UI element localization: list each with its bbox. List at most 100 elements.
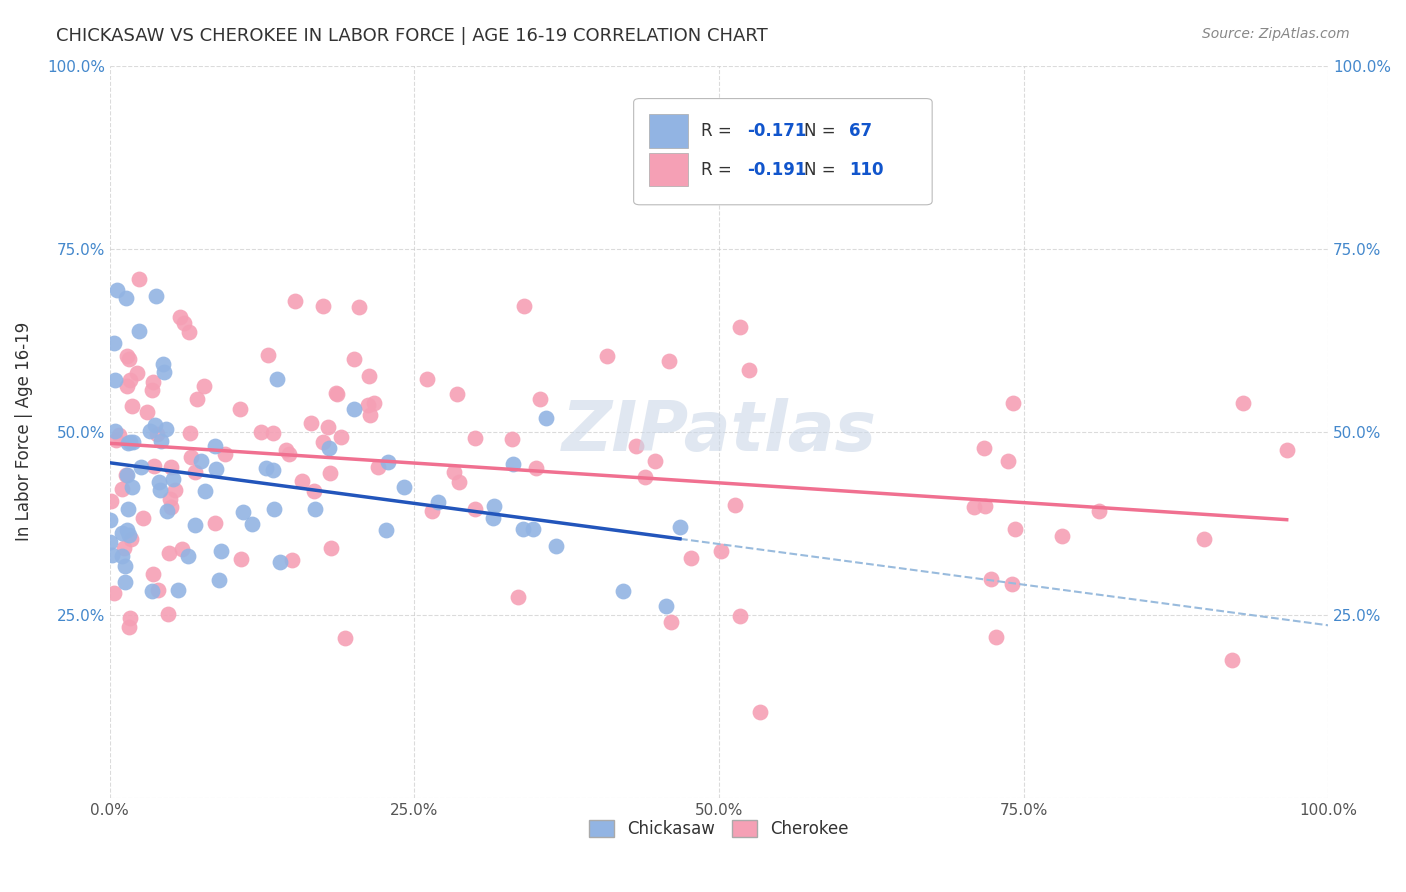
Point	[156, 504, 179, 518]
Point	[117, 523, 139, 537]
Point	[143, 418, 166, 433]
Point	[111, 549, 134, 564]
Point	[973, 500, 995, 514]
Point	[103, 424, 125, 438]
Point	[1222, 653, 1244, 667]
Point	[155, 422, 177, 436]
Point	[205, 462, 228, 476]
Point	[118, 620, 141, 634]
Point	[103, 335, 125, 350]
Text: ZIPatlas: ZIPatlas	[561, 399, 876, 466]
Point	[262, 463, 284, 477]
Point	[427, 495, 450, 509]
Point	[101, 548, 124, 562]
Point	[125, 366, 148, 380]
FancyBboxPatch shape	[650, 153, 689, 186]
Point	[311, 435, 333, 450]
Point	[343, 402, 366, 417]
Point	[129, 459, 152, 474]
Point	[513, 299, 536, 313]
Point	[274, 443, 297, 458]
Point	[263, 502, 285, 516]
Point	[1275, 443, 1298, 458]
Point	[249, 425, 271, 439]
Point	[148, 582, 170, 597]
Point	[179, 450, 201, 465]
Point	[266, 372, 288, 386]
Text: Source: ZipAtlas.com: Source: ZipAtlas.com	[1202, 27, 1350, 41]
Text: R =: R =	[700, 122, 737, 140]
Point	[128, 272, 150, 286]
Point	[141, 584, 163, 599]
Point	[98, 535, 121, 549]
Point	[162, 472, 184, 486]
Point	[359, 408, 381, 422]
Point	[190, 454, 212, 468]
Point	[114, 467, 136, 482]
Point	[1001, 396, 1024, 410]
Point	[446, 387, 468, 401]
Point	[262, 426, 284, 441]
Point	[522, 522, 544, 536]
Legend: Chickasaw, Cherokee: Chickasaw, Cherokee	[582, 814, 855, 845]
Point	[100, 493, 122, 508]
Point	[710, 544, 733, 558]
Point	[302, 484, 325, 499]
Point	[728, 609, 751, 624]
Point	[105, 283, 128, 297]
Point	[304, 501, 326, 516]
Point	[1000, 576, 1022, 591]
Point	[152, 357, 174, 371]
FancyBboxPatch shape	[650, 114, 689, 148]
Point	[148, 483, 170, 498]
Point	[229, 552, 252, 566]
Point	[145, 289, 167, 303]
Point	[724, 498, 747, 512]
Point	[659, 615, 682, 629]
Point	[186, 392, 208, 407]
Point	[256, 348, 278, 362]
Point	[142, 376, 165, 390]
Point	[142, 566, 165, 581]
Point	[184, 465, 207, 479]
Point	[748, 705, 770, 719]
Point	[349, 301, 371, 315]
Point	[115, 291, 138, 305]
Point	[416, 372, 439, 386]
Point	[986, 630, 1008, 644]
Point	[105, 433, 128, 447]
Point	[482, 500, 505, 514]
Point	[159, 491, 181, 506]
Point	[98, 513, 121, 527]
Point	[679, 551, 702, 566]
Point	[173, 316, 195, 330]
Point	[117, 502, 139, 516]
Point	[443, 465, 465, 479]
Point	[153, 365, 176, 379]
Point	[737, 363, 759, 377]
Point	[131, 511, 153, 525]
Point	[117, 378, 139, 392]
Point	[333, 631, 356, 645]
Point	[254, 460, 277, 475]
Text: CHICKASAW VS CHEROKEE IN LABOR FORCE | AGE 16-19 CORRELATION CHART: CHICKASAW VS CHEROKEE IN LABOR FORCE | A…	[56, 27, 768, 45]
FancyBboxPatch shape	[634, 98, 932, 205]
Point	[115, 349, 138, 363]
Point	[117, 435, 139, 450]
Point	[194, 483, 217, 498]
Point	[121, 400, 143, 414]
Point	[148, 475, 170, 489]
Point	[524, 460, 547, 475]
Text: -0.191: -0.191	[747, 161, 807, 178]
Y-axis label: In Labor Force | Age 16-19: In Labor Force | Age 16-19	[15, 322, 32, 541]
Point	[318, 441, 340, 455]
Point	[115, 467, 138, 482]
Point	[170, 541, 193, 556]
Point	[149, 434, 172, 449]
Point	[508, 590, 530, 604]
Point	[377, 455, 399, 469]
Point	[367, 460, 389, 475]
Point	[146, 427, 169, 442]
Point	[363, 396, 385, 410]
Point	[392, 480, 415, 494]
